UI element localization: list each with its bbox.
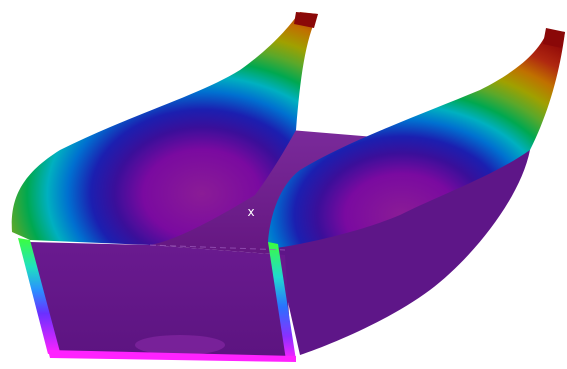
right-wing-rim bbox=[543, 28, 565, 48]
right-edge-strip bbox=[268, 242, 296, 360]
right-outer-wall bbox=[275, 150, 530, 355]
channel-front-face bbox=[30, 242, 292, 360]
front-highlight bbox=[135, 335, 225, 355]
left-wing-surface bbox=[11, 12, 318, 245]
origin-marker-icon: x bbox=[247, 205, 255, 219]
right-wing-surface bbox=[268, 30, 565, 248]
left-wing-rim bbox=[294, 12, 318, 28]
floor-mesh-line bbox=[149, 244, 286, 251]
left-edge-strip bbox=[18, 238, 60, 354]
bottom-edge-strip bbox=[48, 350, 296, 362]
